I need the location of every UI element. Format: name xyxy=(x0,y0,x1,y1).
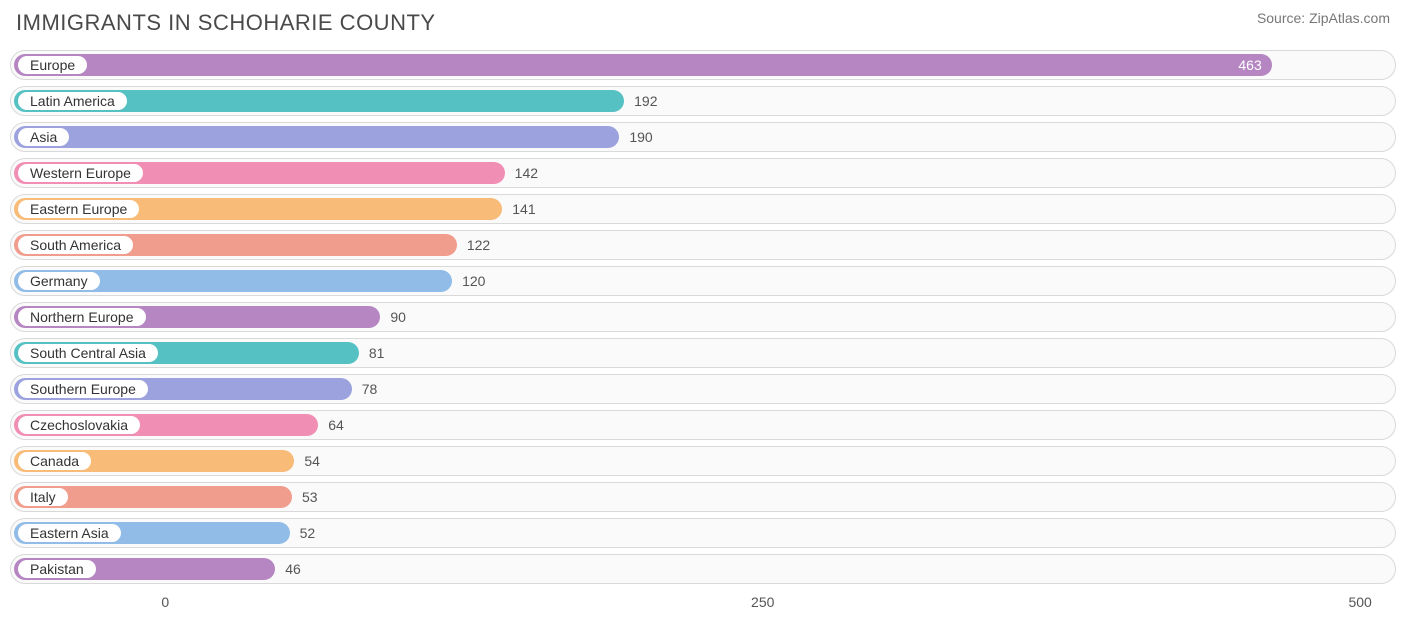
axis-tick: 250 xyxy=(751,594,774,610)
bar-row: Eastern Asia 52 xyxy=(10,518,1396,548)
bar-label: Czechoslovakia xyxy=(18,416,140,434)
bar-label: Eastern Asia xyxy=(18,524,121,542)
bar-row: Germany 120 xyxy=(10,266,1396,296)
bar-label: Canada xyxy=(18,452,91,470)
bar-value: 122 xyxy=(467,237,490,253)
bar-row: Latin America 192 xyxy=(10,86,1396,116)
bar-value: 190 xyxy=(629,129,652,145)
axis-tick: 0 xyxy=(161,594,169,610)
bar-value: 90 xyxy=(390,309,406,325)
bar-label: Latin America xyxy=(18,92,127,110)
bar-row: Asia 190 xyxy=(10,122,1396,152)
bar-label: Italy xyxy=(18,488,68,506)
bar-value: 81 xyxy=(369,345,385,361)
bar-row: Northern Europe 90 xyxy=(10,302,1396,332)
bar-row: Europe 463 xyxy=(10,50,1396,80)
bar-row: South America 122 xyxy=(10,230,1396,260)
chart-container: IMMIGRANTS IN SCHOHARIE COUNTY Source: Z… xyxy=(0,0,1406,643)
bar-value: 78 xyxy=(362,381,378,397)
chart-source: Source: ZipAtlas.com xyxy=(1257,10,1390,26)
chart-header: IMMIGRANTS IN SCHOHARIE COUNTY Source: Z… xyxy=(10,10,1396,36)
axis-tick: 500 xyxy=(1348,594,1371,610)
bar-label: South America xyxy=(18,236,133,254)
bar-label: Northern Europe xyxy=(18,308,146,326)
bar-value: 54 xyxy=(304,453,320,469)
bar-fill xyxy=(14,126,619,148)
x-axis: 0 250 500 xyxy=(10,590,1396,620)
bar-row: Canada 54 xyxy=(10,446,1396,476)
bar-value: 192 xyxy=(634,93,657,109)
bar-value: 53 xyxy=(302,489,318,505)
bar-row: Czechoslovakia 64 xyxy=(10,410,1396,440)
bar-label: South Central Asia xyxy=(18,344,158,362)
chart-title: IMMIGRANTS IN SCHOHARIE COUNTY xyxy=(16,10,436,36)
bar-label: Pakistan xyxy=(18,560,96,578)
bar-row: Pakistan 46 xyxy=(10,554,1396,584)
bar-label: Europe xyxy=(18,56,87,74)
bar-label: Eastern Europe xyxy=(18,200,139,218)
bar-fill xyxy=(14,54,1272,76)
bar-row: South Central Asia 81 xyxy=(10,338,1396,368)
bars-area: Europe 463 Latin America 192 Asia 190 Western … xyxy=(10,50,1396,584)
bar-value: 120 xyxy=(462,273,485,289)
bar-value: 463 xyxy=(1238,57,1261,73)
bar-label: Southern Europe xyxy=(18,380,148,398)
bar-row: Southern Europe 78 xyxy=(10,374,1396,404)
bar-value: 142 xyxy=(515,165,538,181)
bar-label: Germany xyxy=(18,272,100,290)
bar-value: 64 xyxy=(328,417,344,433)
bar-row: Western Europe 142 xyxy=(10,158,1396,188)
bar-label: Asia xyxy=(18,128,69,146)
bar-row: Italy 53 xyxy=(10,482,1396,512)
bar-value: 46 xyxy=(285,561,301,577)
bar-row: Eastern Europe 141 xyxy=(10,194,1396,224)
bar-value: 141 xyxy=(512,201,535,217)
bar-value: 52 xyxy=(300,525,316,541)
bar-label: Western Europe xyxy=(18,164,143,182)
